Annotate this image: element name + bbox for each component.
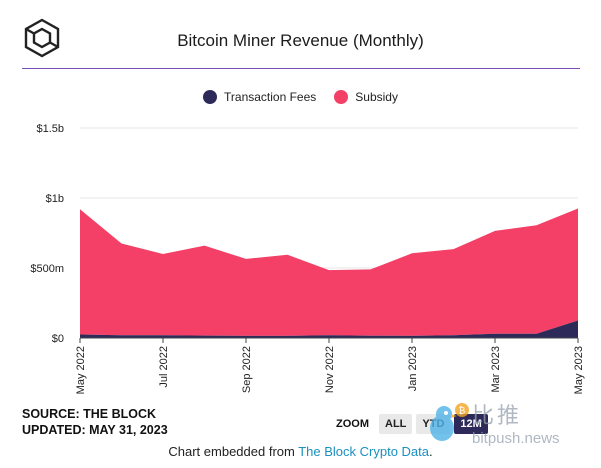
y-tick-label: $0 <box>52 333 64 345</box>
legend-item-subsidy[interactable]: Subsidy <box>334 90 398 104</box>
x-tick-label: Sep 2022 <box>241 346 253 393</box>
zoom-all-button[interactable]: ALL <box>379 414 413 434</box>
y-tick-label: $1b <box>46 193 64 205</box>
x-tick-label: Jul 2022 <box>158 346 170 388</box>
x-tick-label: Nov 2022 <box>324 346 336 393</box>
x-tick-label: May 2023 <box>573 346 585 394</box>
chart-title: Bitcoin Miner Revenue (Monthly) <box>177 31 424 50</box>
x-tick-label: May 2022 <box>75 346 87 394</box>
embed-note: Chart embedded from The Block Crypto Dat… <box>0 444 601 459</box>
legend-marker-subsidy <box>334 90 349 104</box>
legend-marker-transaction-fees <box>203 90 218 104</box>
y-tick-label: $500m <box>30 263 64 275</box>
title-divider <box>22 68 580 69</box>
embed-link[interactable]: The Block Crypto Data <box>298 444 429 459</box>
updated-label: UPDATED: MAY 31, 2023 <box>22 423 168 437</box>
zoom-12m-button[interactable]: 12M <box>454 414 488 434</box>
the-block-logo-icon <box>24 18 60 58</box>
embed-suffix: . <box>429 444 433 459</box>
series-area-subsidy[interactable] <box>80 208 578 336</box>
zoom-label: ZOOM <box>336 418 369 430</box>
series-area-transaction-fees[interactable] <box>80 320 578 339</box>
legend-item-transaction-fees[interactable]: Transaction Fees <box>203 90 316 104</box>
embed-prefix: Chart embedded from <box>168 444 299 459</box>
source-label: SOURCE: THE BLOCK <box>22 407 157 421</box>
legend-label-subsidy: Subsidy <box>355 90 398 104</box>
x-tick-label: Jan 2023 <box>407 346 419 391</box>
source-note: SOURCE: THE BLOCK UPDATED: MAY 31, 2023 <box>22 406 168 438</box>
chart-legend: Transaction Fees Subsidy <box>0 90 601 104</box>
zoom-controls: ZOOM ALL YTD 12M <box>336 414 488 434</box>
x-tick-label: Mar 2023 <box>490 346 502 392</box>
zoom-ytd-button[interactable]: YTD <box>416 414 451 434</box>
y-tick-label: $1.5b <box>36 123 64 135</box>
legend-label-transaction-fees: Transaction Fees <box>224 90 317 104</box>
